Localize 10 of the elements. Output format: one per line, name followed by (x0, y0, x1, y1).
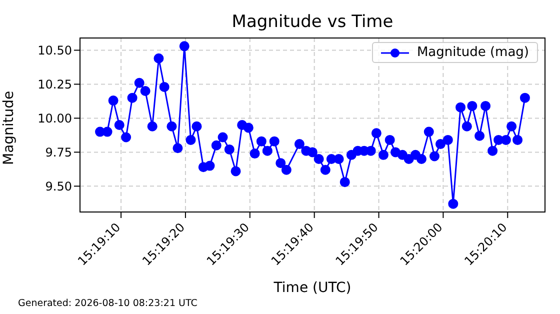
y-axis-title: Magnitude (0, 90, 17, 165)
y-tick-label: 10.25 (38, 77, 72, 92)
y-tick-label: 9.75 (45, 145, 72, 160)
y-tick-label: 10.00 (38, 111, 72, 126)
y-tick-label: 9.50 (45, 179, 72, 194)
y-tick-label: 10.50 (38, 43, 72, 58)
legend-label: Magnitude (mag) (416, 45, 529, 60)
x-axis-title: Time (UTC) (272, 280, 352, 296)
chart-title: Magnitude vs Time (230, 12, 394, 32)
text: Generated: 2026-08-10 08:23:21 UTC (18, 298, 198, 309)
